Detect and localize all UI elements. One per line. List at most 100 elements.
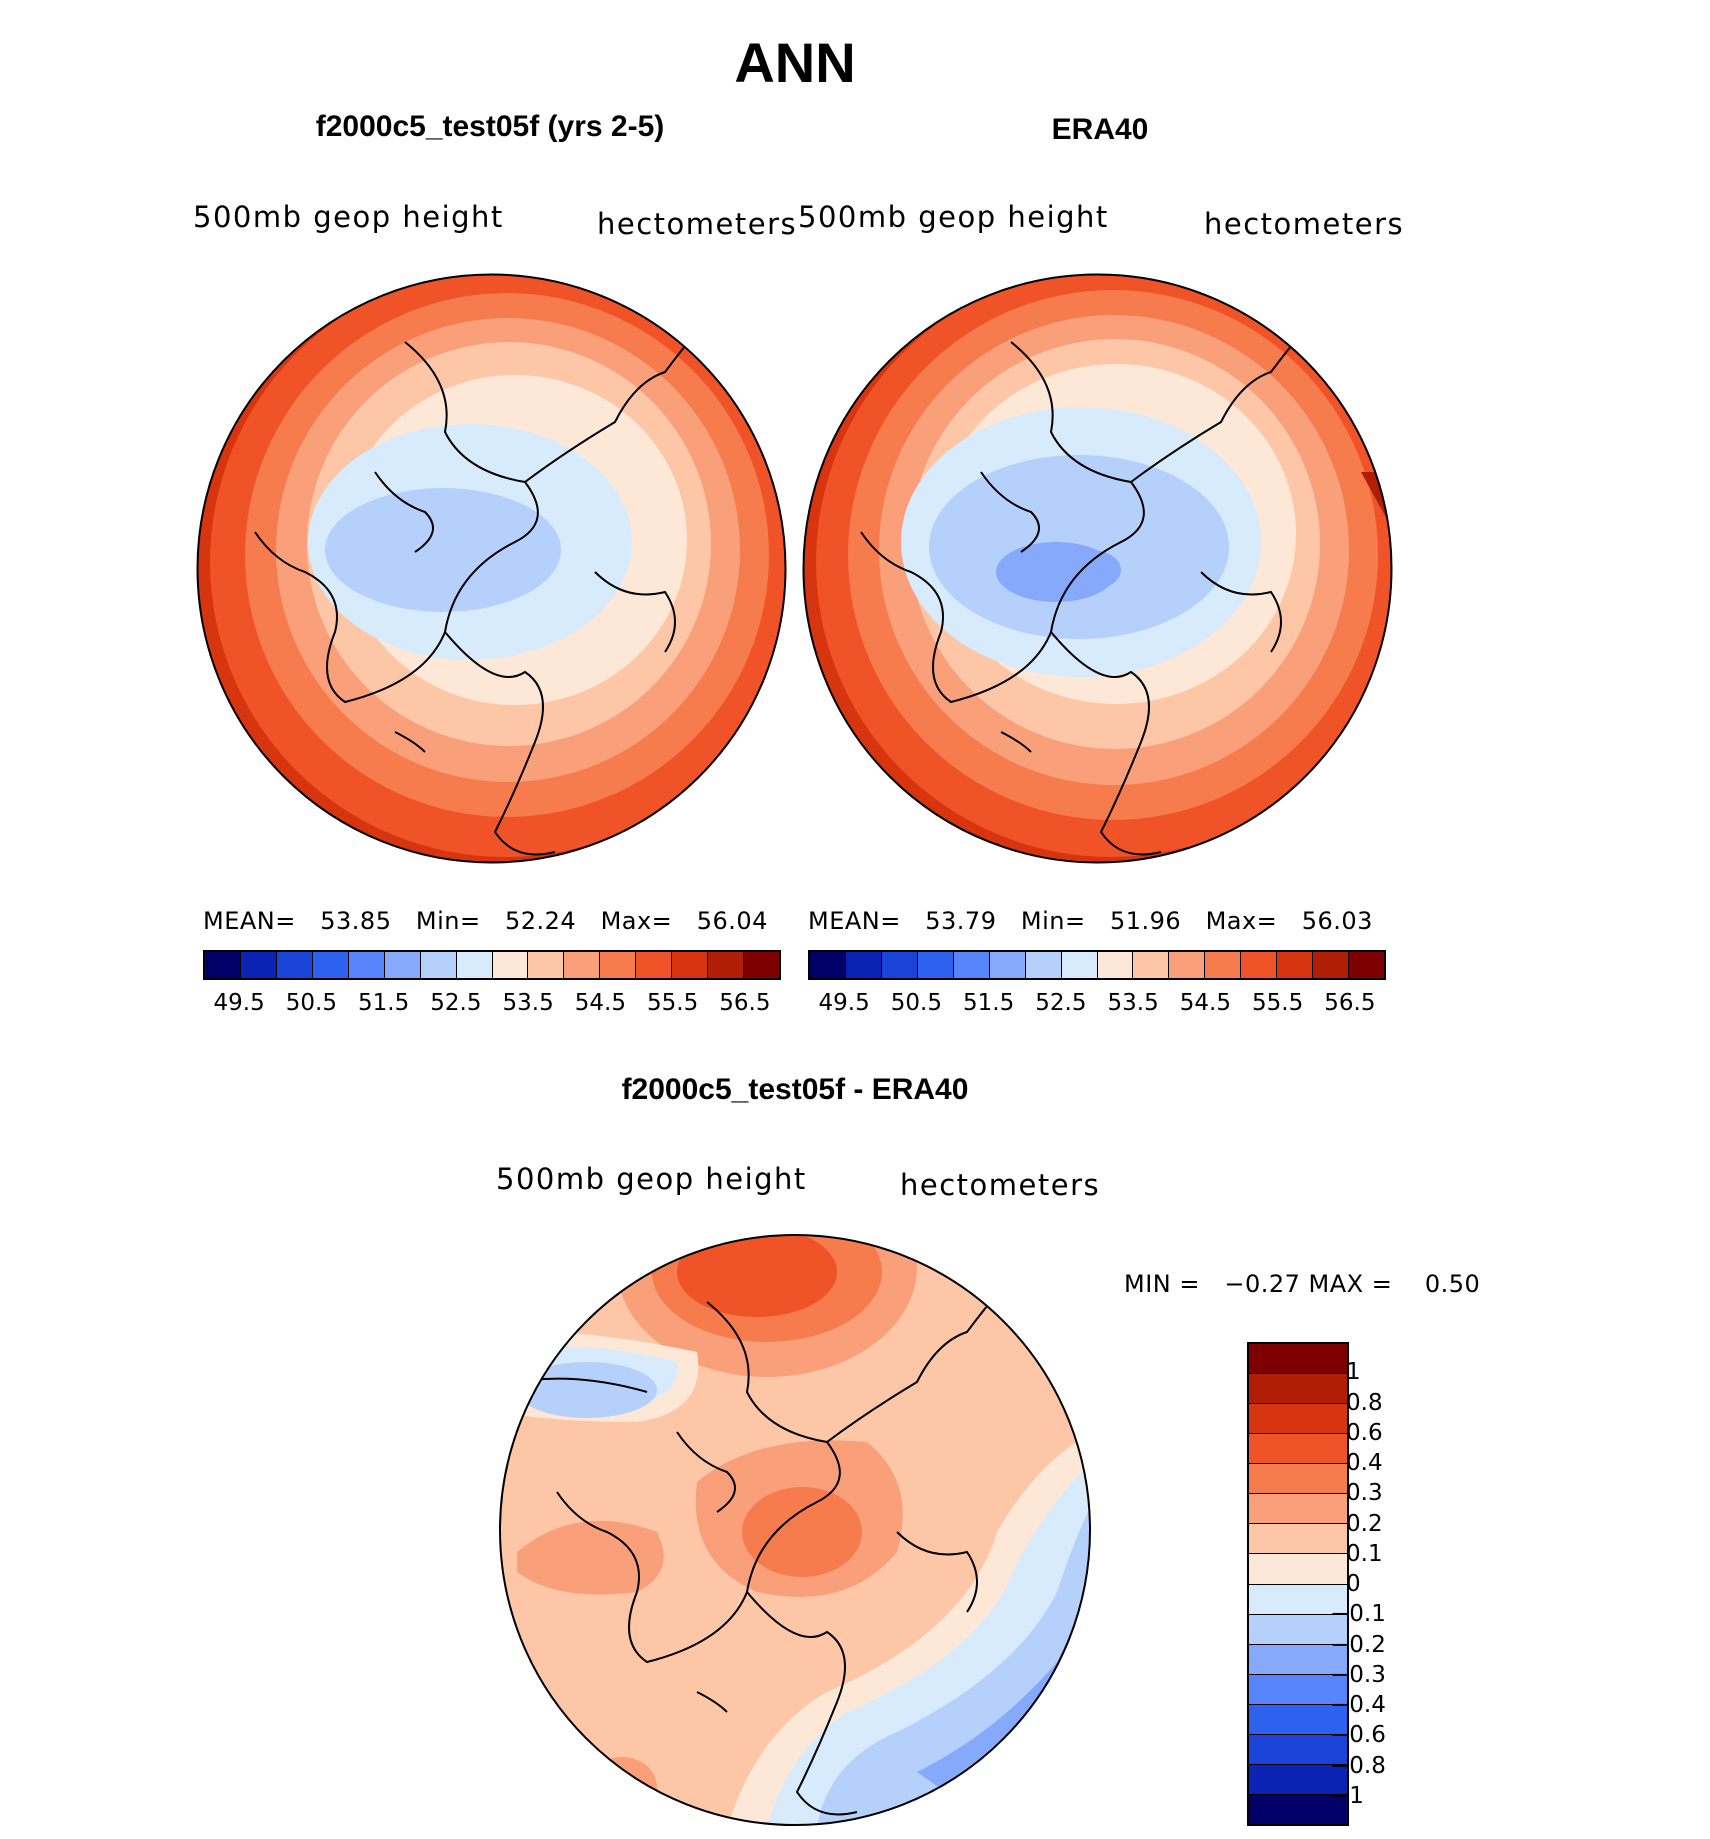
colorbar-level-label: 0.8	[1346, 1389, 1383, 1416]
colorbar-level-label: 0.2	[1346, 1510, 1383, 1537]
panel-1-colorbar-ticks: 49.5 50.5 51.5 52.5 53.5 54.5 55.5 56.5	[203, 990, 781, 1020]
colorbar-swatch	[1097, 952, 1134, 978]
colorbar-swatch	[708, 952, 745, 978]
colorbar-swatch	[1241, 952, 1278, 978]
colorbar-swatch	[348, 952, 385, 978]
panel-1-mean-value: 53.85	[320, 907, 392, 935]
diff-title: f2000c5_test05f - ERA40	[621, 1073, 969, 1106]
colorbar-level-label: −0.6	[1330, 1722, 1386, 1749]
panel-1-max-value: 56.04	[696, 907, 768, 935]
colorbar-level-label: −0.1	[1330, 1601, 1386, 1628]
colorbar-tick-label: 52.5	[430, 990, 482, 1016]
colorbar-level-label: −0.3	[1330, 1661, 1386, 1688]
colorbar-tick-label: 56.5	[719, 990, 771, 1016]
colorbar-tick-label: 49.5	[818, 990, 870, 1016]
diff-colorbar	[1247, 1342, 1349, 1826]
colorbar-swatch	[1349, 952, 1384, 978]
colorbar-tick-label: 55.5	[647, 990, 699, 1016]
colorbar-tick-label: 51.5	[963, 990, 1015, 1016]
colorbar-swatch	[420, 952, 457, 978]
colorbar-tick-label: 51.5	[358, 990, 410, 1016]
figure-title: ANN	[734, 31, 856, 94]
colorbar-swatch	[600, 952, 637, 978]
colorbar-level-label: −0.4	[1330, 1692, 1386, 1718]
colorbar-swatch	[1249, 1524, 1347, 1555]
panel-2-min-label: Min=	[1020, 907, 1086, 935]
colorbar-swatch	[1205, 952, 1242, 978]
colorbar-swatch	[564, 952, 601, 978]
colorbar-swatch	[672, 952, 709, 978]
colorbar-swatch	[917, 952, 954, 978]
colorbar-tick-label: 49.5	[213, 990, 265, 1016]
colorbar-swatch	[1249, 1404, 1347, 1435]
panel-2-max-value: 56.03	[1301, 907, 1373, 935]
panel-2-mean-value: 53.79	[925, 907, 997, 935]
colorbar-swatch	[953, 952, 990, 978]
colorbar-tick-label: 53.5	[1107, 990, 1159, 1016]
colorbar-swatch	[1277, 952, 1314, 978]
colorbar-swatch	[1249, 1344, 1347, 1375]
colorbar-swatch	[1249, 1434, 1347, 1465]
colorbar-swatch	[1025, 952, 1062, 978]
panel-1-title: f2000c5_test05f (yrs 2-5)	[315, 110, 665, 143]
colorbar-tick-label: 56.5	[1324, 990, 1376, 1016]
panel-2-map	[802, 273, 1393, 864]
colorbar-tick-label: 54.5	[1179, 990, 1231, 1016]
colorbar-tick-label: 50.5	[890, 990, 942, 1016]
colorbar-level-label: 0.3	[1346, 1480, 1383, 1507]
colorbar-swatch	[1249, 1584, 1347, 1615]
colorbar-tick-label: 52.5	[1035, 990, 1087, 1016]
diff-units: hectometers	[900, 1168, 1101, 1202]
diff-colorbar-labels: 1 0.8 0.6 0.4 0.3 0.2 0.1 0 −0.1 −0.2 −0.3 −0.4 −0.6…	[1330, 1342, 1450, 1826]
colorbar-tick-label: 55.5	[1252, 990, 1304, 1016]
panel-2-mean-label: MEAN=	[808, 907, 901, 935]
panel-1-min-label: Min=	[415, 907, 481, 935]
colorbar-swatch	[276, 952, 313, 978]
panel-2-colorbar-ticks: 49.5 50.5 51.5 52.5 53.5 54.5 55.5 56.5	[808, 990, 1386, 1020]
panel-2-stats: MEAN= 53.79 Min= 51.96 Max= 56.03	[808, 907, 1373, 935]
panel-2-title: ERA40	[1051, 113, 1149, 146]
panel-1-min-value: 52.24	[504, 907, 577, 935]
colorbar-swatch	[492, 952, 529, 978]
panel-1-contours	[197, 274, 786, 863]
panel-1-variable: 500mb geop height	[193, 200, 504, 234]
colorbar-swatch	[636, 952, 673, 978]
panel-1-stats: MEAN= 53.85 Min= 52.24 Max= 56.04	[203, 907, 768, 935]
colorbar-swatch	[312, 952, 349, 978]
colorbar-swatch	[810, 952, 846, 978]
colorbar-swatch	[1249, 1464, 1347, 1495]
colorbar-level-label: 1	[1346, 1359, 1361, 1386]
colorbar-swatch	[205, 952, 241, 978]
colorbar-level-label: 0.1	[1346, 1540, 1383, 1567]
colorbar-swatch	[989, 952, 1026, 978]
colorbar-swatch	[456, 952, 493, 978]
colorbar-tick-label: 54.5	[574, 990, 626, 1016]
colorbar-swatch	[1249, 1374, 1347, 1405]
colorbar-level-label: 0	[1346, 1571, 1361, 1597]
colorbar-swatch	[1169, 952, 1206, 978]
colorbar-tick-label: 53.5	[502, 990, 554, 1016]
panel-2-colorbar	[808, 950, 1386, 980]
colorbar-swatch	[744, 952, 779, 978]
colorbar-swatch	[881, 952, 918, 978]
panel-2-max-label: Max=	[1205, 907, 1278, 935]
panel-2-units: hectometers	[1204, 207, 1405, 241]
colorbar-swatch	[1249, 1794, 1347, 1824]
panel-2-coastlines	[860, 311, 1322, 856]
colorbar-swatch	[1313, 952, 1350, 978]
panel-1-units: hectometers	[597, 207, 798, 241]
colorbar-swatch	[1249, 1554, 1347, 1585]
colorbar-level-label: 0.6	[1346, 1419, 1383, 1446]
panel-1-max-label: Max=	[600, 907, 673, 935]
colorbar-swatch	[845, 952, 882, 978]
colorbar-level-label: −0.2	[1330, 1631, 1386, 1658]
panel-2-variable: 500mb geop height	[798, 200, 1109, 234]
colorbar-level-label: 0.4	[1346, 1450, 1383, 1476]
colorbar-swatch	[384, 952, 421, 978]
diff-variable: 500mb geop height	[496, 1162, 807, 1196]
colorbar-swatch	[240, 952, 277, 978]
colorbar-swatch	[1249, 1704, 1347, 1735]
colorbar-swatch	[1249, 1494, 1347, 1525]
colorbar-level-label: −0.8	[1330, 1752, 1386, 1779]
panel-1-map	[196, 273, 787, 864]
